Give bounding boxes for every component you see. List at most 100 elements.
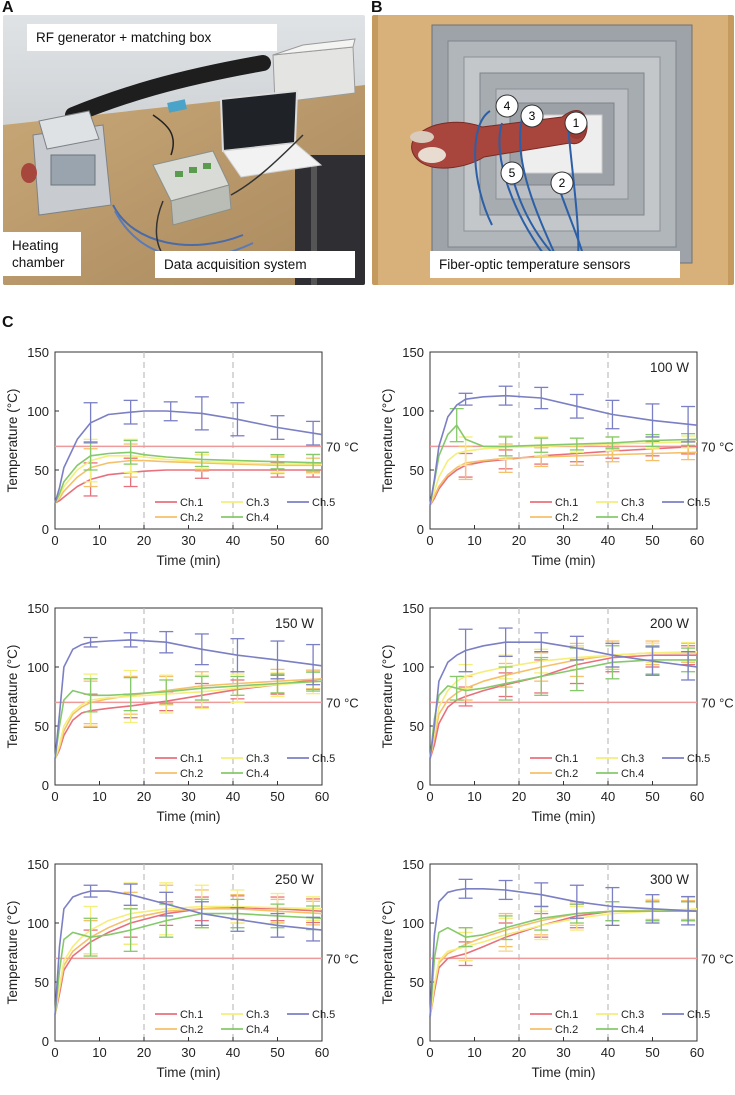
x-tick-label: 60 xyxy=(690,1045,704,1060)
threshold-label: 70 °C xyxy=(701,695,734,710)
legend-label: Ch.5 xyxy=(312,753,335,765)
sensor-number-2: 2 xyxy=(559,176,566,190)
error-bar-ch5 xyxy=(569,884,584,919)
error-bar-ch5 xyxy=(83,636,98,648)
legend-label: Ch.4 xyxy=(246,1024,269,1036)
x-axis-label: Time (min) xyxy=(157,553,221,568)
y-tick-label: 0 xyxy=(417,778,424,793)
error-bar-ch5 xyxy=(123,632,138,648)
legend-label: Ch.4 xyxy=(621,512,644,524)
x-tick-label: 50 xyxy=(270,789,284,804)
legend-item-ch3: Ch.3 xyxy=(596,1009,644,1021)
y-tick-label: 50 xyxy=(35,463,49,478)
error-bar-ch5 xyxy=(605,642,620,668)
legend-item-ch1: Ch.1 xyxy=(530,1009,578,1021)
error-bar-ch5 xyxy=(230,907,245,932)
error-bar-ch4 xyxy=(83,917,98,957)
y-tick-label: 0 xyxy=(42,522,49,537)
error-bar-ch4 xyxy=(534,656,549,696)
x-tick-label: 10 xyxy=(92,789,106,804)
x-axis-label: Time (min) xyxy=(157,809,221,824)
series-line-ch2 xyxy=(54,678,323,760)
error-bar-ch5 xyxy=(534,632,549,653)
error-bar-ch5 xyxy=(83,402,98,444)
x-tick-label: 0 xyxy=(51,789,58,804)
sensor-number-3: 3 xyxy=(529,109,536,123)
legend-label: Ch.4 xyxy=(246,768,269,780)
chart-6: 70 °C 0 10 20 30 40 50 60 0 50 100 150 Time (min) Tem… xyxy=(380,857,734,1080)
error-bar-ch4 xyxy=(458,927,473,948)
y-axis-label: Temperature (°C) xyxy=(380,389,395,493)
series-line-ch1 xyxy=(54,906,323,1016)
legend-item-ch2: Ch.2 xyxy=(530,768,578,780)
chart-title: 100 W xyxy=(650,360,689,375)
error-bar-ch4 xyxy=(449,675,464,701)
y-tick-label: 50 xyxy=(410,463,424,478)
y-axis-label: Temperature (°C) xyxy=(5,901,20,1005)
chart-5: 70 °C 0 10 20 30 40 50 60 0 50 100 150 Time (min) Tem… xyxy=(5,857,359,1080)
legend-label: Ch.3 xyxy=(246,497,269,509)
legend-label: Ch.2 xyxy=(555,1024,578,1036)
legend-label: Ch.1 xyxy=(555,1009,578,1021)
callout-heating-chamber: Heating chamber xyxy=(3,232,81,276)
legend-label: Ch.2 xyxy=(555,512,578,524)
y-tick-label: 50 xyxy=(35,719,49,734)
error-bar-ch5 xyxy=(605,399,620,430)
legend-item-ch1: Ch.1 xyxy=(155,497,203,509)
temperature-charts: 70 °C 0 10 20 30 40 50 60 0 50 100 150 Time (min) Tem… xyxy=(5,345,734,1080)
y-tick-label: 100 xyxy=(402,404,424,419)
x-tick-label: 60 xyxy=(315,533,329,548)
error-bar-ch5 xyxy=(163,401,178,422)
callout-rf-generator: RF generator + matching box xyxy=(27,24,277,51)
error-bar-ch4 xyxy=(123,676,138,712)
y-tick-label: 50 xyxy=(410,975,424,990)
error-bar-ch5 xyxy=(498,627,513,658)
y-axis-label: Temperature (°C) xyxy=(5,389,20,493)
y-tick-label: 0 xyxy=(42,778,49,793)
legend-item-ch5: Ch.5 xyxy=(287,497,335,509)
error-bar-ch4 xyxy=(83,678,98,713)
series-line-ch3 xyxy=(429,908,698,1018)
x-tick-label: 40 xyxy=(601,789,615,804)
error-bar-ch5 xyxy=(645,646,660,676)
series-line-ch2 xyxy=(429,909,697,1018)
y-tick-label: 100 xyxy=(27,916,49,931)
legend-label: Ch.3 xyxy=(246,1009,269,1021)
callout-data-acquisition: Data acquisition system xyxy=(155,251,355,278)
error-bar-ch5 xyxy=(83,884,98,898)
error-bar-ch5 xyxy=(159,891,174,917)
threshold-label: 70 °C xyxy=(701,439,734,454)
x-tick-label: 30 xyxy=(181,533,195,548)
error-bar-ch5 xyxy=(569,635,584,661)
legend-item-ch5: Ch.5 xyxy=(662,497,710,509)
x-tick-label: 20 xyxy=(512,789,526,804)
sensor-marker-4 xyxy=(495,94,519,118)
error-bar-ch4 xyxy=(194,675,209,701)
x-tick-label: 50 xyxy=(645,1045,659,1060)
y-tick-label: 150 xyxy=(402,345,424,360)
chart-4: 70 °C 0 10 20 30 40 50 60 0 50 100 150 Time (min) Tem… xyxy=(380,601,734,824)
error-bar-ch4 xyxy=(306,453,321,472)
legend-item-ch3: Ch.3 xyxy=(221,1009,269,1021)
y-axis-label: Temperature (°C) xyxy=(380,645,395,749)
legend-label: Ch.4 xyxy=(246,512,269,524)
y-tick-label: 0 xyxy=(417,522,424,537)
legend-label: Ch.5 xyxy=(687,753,710,765)
chart-title: 150 W xyxy=(275,616,314,631)
legend-item-ch4: Ch.4 xyxy=(596,768,644,780)
error-bar-ch5 xyxy=(230,638,245,673)
error-bar-ch3 xyxy=(458,436,473,466)
error-bar-ch5 xyxy=(534,386,549,410)
error-bar-ch4 xyxy=(569,437,584,451)
error-bar-ch5 xyxy=(458,392,473,406)
legend-item-ch1: Ch.1 xyxy=(155,1009,203,1021)
error-bar-ch4 xyxy=(498,915,513,941)
y-axis-label: Temperature (°C) xyxy=(380,901,395,1005)
x-tick-label: 20 xyxy=(137,533,151,548)
legend-item-ch5: Ch.5 xyxy=(287,753,335,765)
error-bar-ch5 xyxy=(534,882,549,908)
error-bar-ch4 xyxy=(123,439,138,465)
x-tick-label: 40 xyxy=(226,789,240,804)
bone-photo-illustration: 1 2 3 4 5 xyxy=(372,15,734,285)
error-bar-ch5 xyxy=(306,420,321,446)
